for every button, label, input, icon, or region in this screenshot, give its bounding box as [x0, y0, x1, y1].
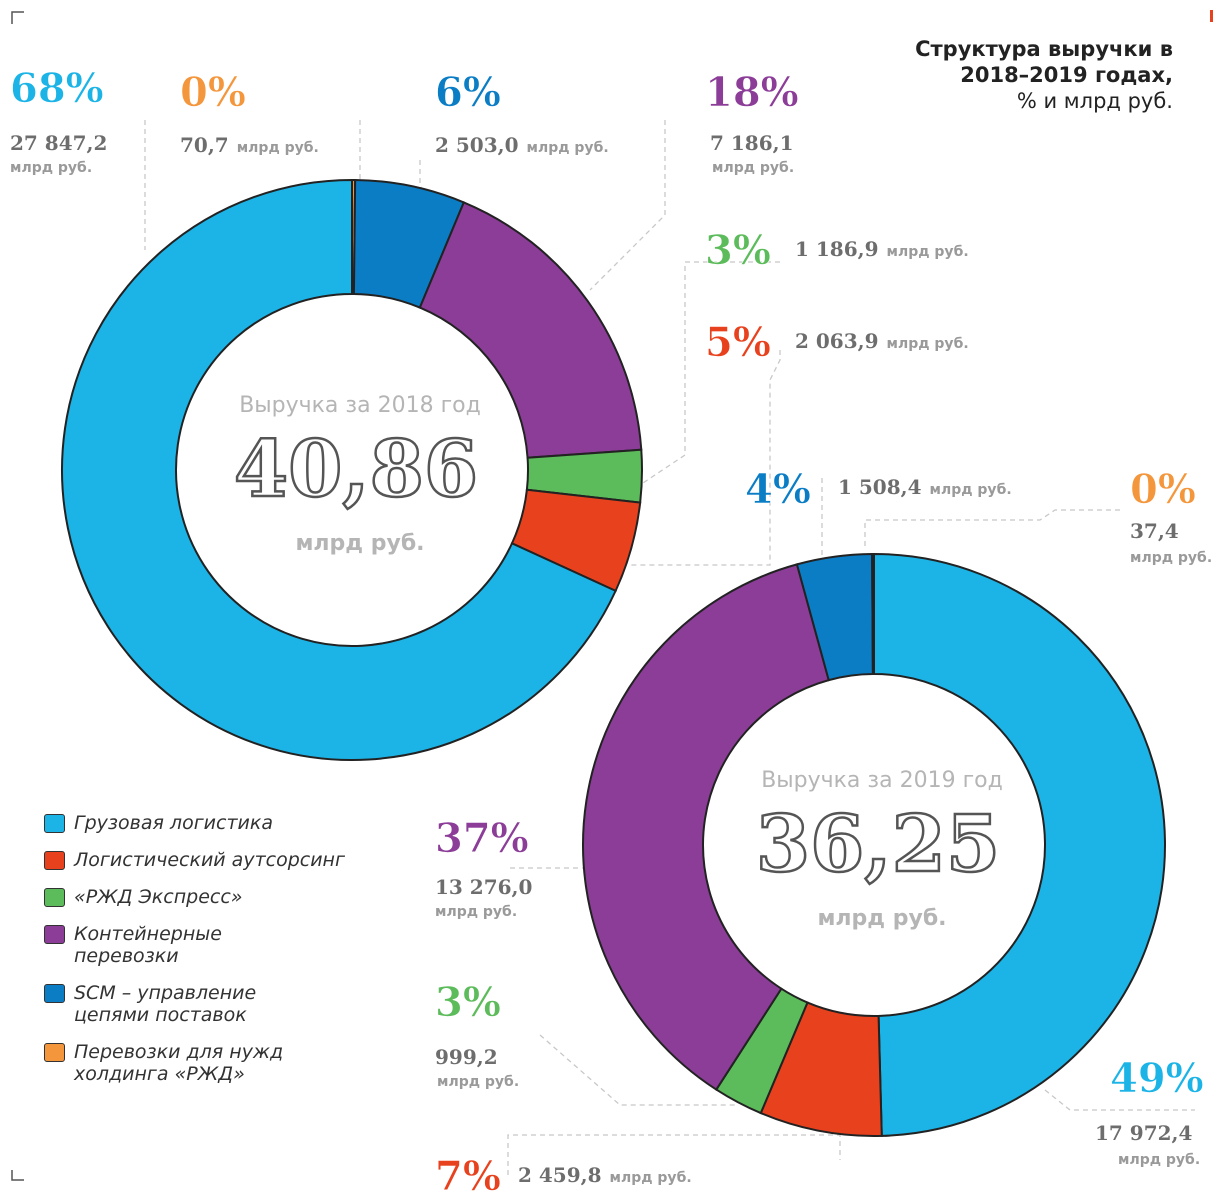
corner	[11, 1170, 24, 1181]
legend-label: «РЖД Экспресс»	[74, 886, 243, 908]
share-label: 7%	[435, 1153, 501, 1192]
legend-item: Логистический аутсорсинг	[42, 849, 374, 871]
corner	[1210, 10, 1213, 22]
center-title: Выручка за 2019 год	[761, 768, 1003, 793]
share-label: 0%	[1130, 466, 1196, 513]
unit-label: млрд руб.	[930, 482, 1012, 498]
center-value: 40,86	[234, 424, 478, 515]
unit-label: млрд руб.	[712, 160, 794, 176]
share-label: 5%	[705, 319, 771, 366]
legend-item: Перевозки для нужд холдинга «РЖД»	[42, 1041, 324, 1085]
share-label: 6%	[435, 69, 501, 116]
share-label: 18%	[705, 69, 799, 116]
center-value: 36,25	[756, 799, 1000, 890]
center-unit: млрд руб.	[817, 906, 946, 931]
leader-line	[589, 120, 666, 291]
title-block: Структура выручки в 2018–2019 годах, % и…	[913, 36, 1173, 114]
unit-label: млрд руб.	[437, 1074, 519, 1090]
value-label: 70,7	[180, 133, 229, 157]
center-unit: млрд руб.	[295, 531, 424, 556]
unit-label: млрд руб.	[237, 140, 319, 156]
legend-label: Грузовая логистика	[74, 812, 274, 834]
share-label: 37%	[435, 815, 529, 862]
share-label: 3%	[435, 979, 501, 1026]
unit-label: млрд руб.	[435, 904, 517, 920]
share-label: 68%	[10, 65, 104, 112]
donut-slice	[61, 178, 617, 761]
center-title: Выручка за 2018 год	[239, 393, 481, 418]
legend-swatch	[44, 984, 65, 1003]
value-label: 999,2	[435, 1045, 498, 1069]
legend-swatch	[44, 925, 65, 944]
legend-swatch	[44, 814, 65, 833]
legend-label: SCM – управление цепями поставок	[74, 982, 257, 1026]
legend-item: Грузовая логистика	[42, 812, 324, 834]
unit-label: млрд руб.	[10, 160, 92, 176]
donut-slice	[871, 552, 875, 676]
corner	[11, 11, 24, 24]
legend-label: Контейнерные перевозки	[74, 923, 222, 967]
share-label: 49%	[1110, 1055, 1204, 1102]
leader-line	[539, 1034, 735, 1106]
value-label: 27 847,2	[10, 131, 107, 155]
value-label: 2 503,0	[435, 133, 519, 157]
leader-line	[864, 509, 1120, 550]
unit-label: млрд руб.	[610, 1170, 692, 1186]
legend-swatch	[44, 851, 65, 870]
legend-item: SCM – управление цепями поставок	[42, 982, 324, 1026]
value-label: 13 276,0	[435, 875, 532, 899]
leader-line	[639, 261, 780, 486]
unit-label: млрд руб.	[887, 336, 969, 352]
value-label: 1 186,9	[795, 237, 879, 261]
value-label: 2 063,9	[795, 329, 879, 353]
legend: Грузовая логистика Логистический аутсорси…	[42, 812, 382, 1100]
value-label: 17 972,4	[1095, 1121, 1193, 1145]
leader-line	[630, 350, 781, 566]
donut-slice	[582, 563, 830, 1091]
legend-label: Логистический аутсорсинг	[74, 849, 345, 871]
donut-slice	[418, 201, 643, 459]
unit-label: млрд руб.	[527, 140, 609, 156]
legend-swatch	[44, 888, 65, 907]
share-label: 4%	[745, 466, 811, 513]
share-label: 3%	[705, 227, 771, 274]
value-label: 1 508,4	[838, 475, 922, 499]
value-label: 2 459,8	[518, 1163, 602, 1187]
legend-swatch	[44, 1043, 65, 1062]
legend-item: Контейнерные перевозки	[42, 923, 324, 967]
legend-item: «РЖД Экспресс»	[42, 886, 324, 908]
unit-label: млрд руб.	[887, 244, 969, 260]
value-label: 7 186,1	[710, 131, 794, 155]
leader-line	[507, 1134, 841, 1175]
title: Структура выручки в 2018–2019 годах,	[915, 37, 1173, 87]
leader-line	[1044, 1089, 1195, 1111]
legend-label: Перевозки для нужд холдинга «РЖД»	[74, 1041, 284, 1085]
subtitle: % и млрд руб.	[1016, 89, 1173, 113]
value-label: 37,4	[1130, 519, 1179, 543]
share-label: 0%	[180, 69, 246, 116]
unit-label: млрд руб.	[1130, 550, 1212, 566]
donut-slice	[873, 552, 1167, 1137]
unit-label: млрд руб.	[1118, 1152, 1200, 1168]
